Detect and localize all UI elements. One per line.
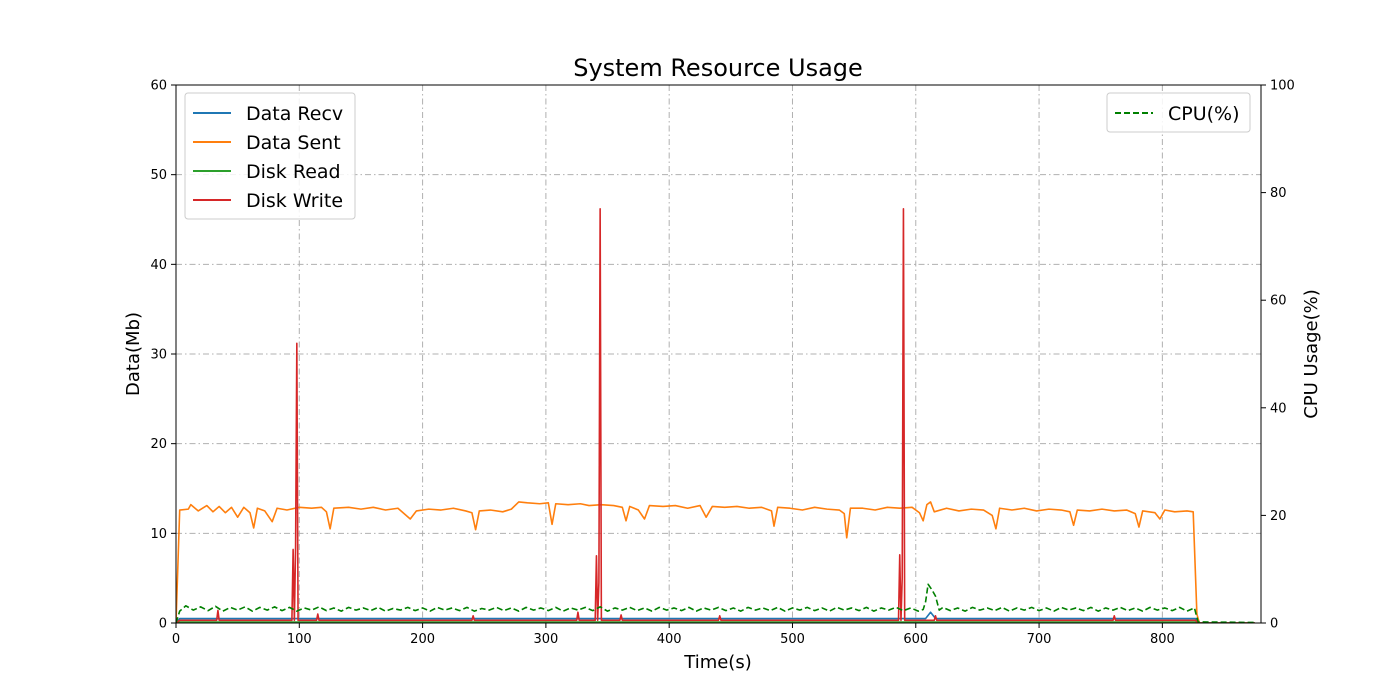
x-tick-label: 700 <box>1027 632 1052 647</box>
legend-box <box>1106 92 1251 133</box>
x-tick-label: 300 <box>533 632 558 647</box>
x-tick-label: 800 <box>1150 632 1175 647</box>
legend-label: Data Sent <box>246 132 341 154</box>
legend-left: Data Recv Data Sent Disk Read Disk Write <box>184 92 356 220</box>
series-layer <box>176 207 1255 623</box>
y-left-tick-label: 10 <box>150 527 167 542</box>
y-left-tick-label: 60 <box>150 79 167 94</box>
series-line-data-sent <box>176 501 1255 623</box>
y-left-tick-label: 20 <box>150 437 167 452</box>
x-tick-label: 600 <box>903 632 928 647</box>
series-line-data-recv <box>176 611 1255 623</box>
y-axis-left: 0 10 20 30 40 50 60 <box>150 79 176 632</box>
x-tick-label: 200 <box>410 632 435 647</box>
legend-label: Disk Read <box>246 161 341 183</box>
x-tick-label: 500 <box>780 632 805 647</box>
legend-label: Disk Write <box>246 190 343 212</box>
y-right-tick-label: 60 <box>1270 294 1287 309</box>
series-line-cpu <box>176 583 1255 623</box>
y-axis-left-title: Data(Mb) <box>123 312 144 396</box>
y-right-tick-label: 40 <box>1270 401 1287 416</box>
y-right-tick-label: 20 <box>1270 509 1287 524</box>
y-left-tick-label: 0 <box>159 617 167 632</box>
y-left-tick-label: 50 <box>150 168 167 183</box>
x-axis-title: Time(s) <box>683 652 751 673</box>
legend-right: CPU(%) <box>1106 92 1251 133</box>
y-left-tick-label: 40 <box>150 258 167 273</box>
y-right-tick-label: 100 <box>1270 79 1295 94</box>
x-tick-label: 400 <box>657 632 682 647</box>
series-line-disk-write <box>176 207 1255 623</box>
y-left-tick-label: 30 <box>150 348 167 363</box>
series-line-disk-read <box>176 621 1255 623</box>
legend-label: CPU(%) <box>1168 103 1240 125</box>
x-axis: 0 100 200 300 400 500 600 700 800 <box>172 623 1175 647</box>
legend-box <box>184 92 356 220</box>
legend-label: Data Recv <box>246 103 343 125</box>
x-tick-label: 0 <box>172 632 180 647</box>
x-tick-label: 100 <box>287 632 312 647</box>
y-axis-right: 0 20 40 60 80 100 <box>1261 79 1295 632</box>
y-right-tick-label: 0 <box>1270 617 1278 632</box>
y-axis-right-title: CPU Usage(%) <box>1301 289 1322 419</box>
y-right-tick-label: 80 <box>1270 186 1287 201</box>
chart-title: System Resource Usage <box>573 54 863 82</box>
